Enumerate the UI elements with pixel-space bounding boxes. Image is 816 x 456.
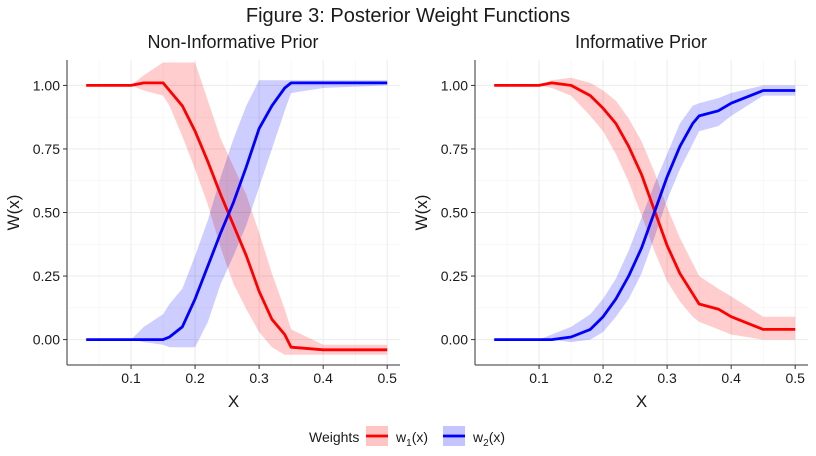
figure-title: Figure 3: Posterior Weight Functions [246,5,570,27]
y-tick-label: 0.50 [441,205,468,221]
x-tick-label: 0.1 [529,370,549,386]
y-tick-label: 1.00 [33,77,60,93]
panel-title: Non-Informative Prior [147,32,318,52]
panel-1: Non-Informative Prior 0.1 0.2 0.3 0.4 0.5 0.00… [4,32,400,411]
y-axis-label: W(x) [412,195,431,231]
y-tick-label: 0.25 [33,268,60,284]
legend: Weights w1(x) w2(x) [309,426,505,449]
series-line-1 [86,81,388,352]
x-tick-label: 0.3 [657,370,677,386]
y-tick-label: 0.00 [441,332,468,348]
x-axis-label: X [636,392,647,411]
x-tick-label: 0.4 [313,370,333,386]
x-axis-label: X [228,392,239,411]
y-axis-label: W(x) [4,195,23,231]
band-1 [494,77,796,340]
series-line-1 [494,81,796,331]
x-tick-label: 0.5 [377,370,397,386]
y-tick-label: 0.00 [33,332,60,348]
x-tick-label: 0.1 [121,370,141,386]
panel-2: Informative Prior 0.1 0.2 0.3 0.4 0.5 0.00 0.25… [412,32,808,411]
y-tick-label: 0.50 [33,205,60,221]
y-tick-label: 0.75 [33,141,60,157]
x-tick-label: 0.2 [185,370,205,386]
series-line-2 [86,81,388,342]
band-2 [494,85,796,343]
panels: Non-Informative Prior 0.1 0.2 0.3 0.4 0.5 0.00… [4,32,808,411]
x-tick-label: 0.3 [249,370,269,386]
legend-label: w2(x) [472,429,505,449]
y-tick-label: 1.00 [441,77,468,93]
legend-title: Weights [309,429,359,445]
legend-item-1: w1(x) [366,426,428,449]
legend-label-base: w [395,429,407,445]
panel-title: Informative Prior [575,32,707,52]
x-tick-label: 0.4 [721,370,741,386]
x-tick-label: 0.2 [593,370,613,386]
series-line-2 [494,89,796,342]
y-tick-label: 0.75 [441,141,468,157]
legend-item-2: w2(x) [443,426,505,449]
y-tick-label: 0.25 [441,268,468,284]
legend-label-suffix: (x) [412,429,428,445]
x-tick-label: 0.5 [785,370,805,386]
legend-label: w1(x) [395,429,428,449]
legend-label-subscript: 1 [406,438,412,449]
band-2 [86,80,388,348]
legend-label-subscript: 2 [483,438,489,449]
legend-label-base: w [472,429,484,445]
legend-label-suffix: (x) [489,429,505,445]
